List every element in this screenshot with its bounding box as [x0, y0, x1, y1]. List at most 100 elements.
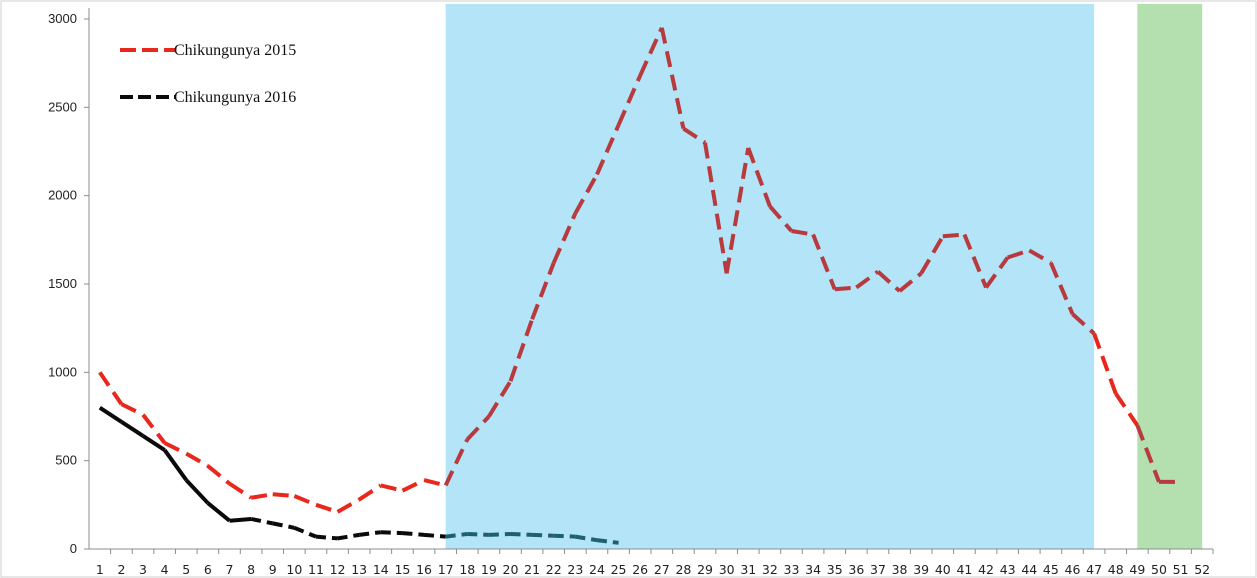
series-1-segment [811, 233, 837, 291]
series-1-segment [984, 256, 1010, 289]
series-2-segment [184, 478, 210, 505]
x-tick-label: 39 [913, 562, 929, 577]
series-1-segment [898, 271, 923, 293]
series-1-segment [443, 438, 470, 487]
x-tick-label: 26 [632, 562, 648, 577]
x-tick-label: 32 [762, 562, 778, 577]
series-1-segment [141, 413, 167, 445]
x-tick-label: 29 [697, 562, 713, 577]
series-1-segment [703, 142, 729, 274]
x-tick-label: 47 [1086, 562, 1102, 577]
series-1-segment [834, 285, 857, 292]
series-1-segment [508, 318, 535, 382]
x-tick-label: 46 [1065, 562, 1081, 577]
x-tick-label: 31 [740, 562, 756, 577]
x-tick-label: 24 [589, 562, 605, 577]
series-1-segment [573, 173, 599, 215]
series-1-segment [185, 451, 209, 468]
series-1-segment [595, 124, 621, 176]
series-2-segment [596, 538, 619, 545]
x-tick-label: 42 [978, 562, 994, 577]
series-1-segment [1071, 312, 1096, 335]
x-tick-label: 28 [675, 562, 691, 577]
x-tick-label: 48 [1108, 562, 1124, 577]
series-1-segment [206, 464, 231, 486]
x-tick-label: 8 [247, 562, 255, 577]
series-1-segment [1007, 248, 1030, 260]
series-2-segment [163, 448, 188, 482]
x-tick-label: 4 [161, 562, 169, 577]
x-tick-label: 25 [611, 562, 627, 577]
series-1-segment [336, 497, 361, 514]
y-tick-label: 3000 [48, 11, 77, 26]
x-tick-label: 45 [1043, 562, 1059, 577]
series-1-segment [746, 147, 772, 207]
series-1-segment [120, 402, 144, 417]
x-tick-label: 40 [935, 562, 951, 577]
x-tick-label: 1 [96, 562, 104, 577]
legend-label-2015: Chikungunya 2015 [174, 42, 296, 59]
series-2-segment [510, 531, 533, 537]
x-tick-label: 49 [1129, 562, 1145, 577]
series-lines [98, 27, 1181, 545]
series-2-segment [229, 516, 252, 523]
x-tick-label: 3 [139, 562, 147, 577]
legend-label-2016: Chikungunya 2016 [174, 89, 296, 106]
series-2-segment [358, 530, 382, 537]
x-tick-label: 34 [805, 562, 821, 577]
x-tick-label: 14 [373, 562, 389, 577]
x-tick-label: 12 [330, 562, 346, 577]
series-1-segment [228, 481, 253, 500]
series-1-segment [682, 126, 707, 145]
series-2-segment [553, 533, 576, 539]
series-1-segment [876, 270, 901, 293]
series-1-segment [315, 502, 339, 514]
x-tick-label: 52 [1194, 562, 1210, 577]
x-tick-label: 9 [269, 562, 277, 577]
series-1-segment [487, 380, 513, 418]
series-2-segment [293, 525, 317, 539]
y-tick-label: 1500 [48, 276, 77, 291]
series-1-segment [250, 492, 274, 500]
series-2-segment [337, 532, 360, 541]
series-1-segment [942, 232, 965, 239]
series-1-segment [358, 483, 382, 502]
x-tick-label: 20 [503, 562, 519, 577]
series-1-segment [272, 492, 295, 498]
series-1-segment [1092, 332, 1118, 395]
series-2-segment [575, 534, 598, 543]
legend: Chikungunya 2015 Chikungunya 2016 [120, 42, 296, 106]
series-1-segment [423, 478, 447, 488]
y-tick-label: 2000 [48, 188, 77, 203]
shaded-regions [445, 4, 1203, 549]
shaded-region-2 [1137, 4, 1203, 549]
series-1-segment [380, 483, 403, 493]
x-tick-label: 13 [351, 562, 367, 577]
x-tick-label: 30 [719, 562, 735, 577]
series-2-segment [467, 531, 489, 537]
x-tick-label: 6 [204, 562, 212, 577]
series-2-segment [98, 405, 123, 424]
series-1-segment [1049, 262, 1075, 315]
series-1-segment [962, 233, 988, 289]
series-1-segment [530, 262, 556, 321]
series-1-segment [616, 74, 643, 126]
series-1-segment [1028, 248, 1052, 265]
x-tick-label: 23 [567, 562, 583, 577]
series-1-segment [551, 212, 578, 264]
x-tick-label: 50 [1151, 562, 1167, 577]
series-1-segment [98, 371, 124, 406]
x-tick-label: 27 [654, 562, 670, 577]
series-2-segment [272, 521, 295, 530]
series-1-segment [465, 415, 491, 441]
x-tick-label: 38 [892, 562, 908, 577]
x-tick-label: 16 [416, 562, 432, 577]
x-tick-label: 18 [459, 562, 475, 577]
x-tick-label: 19 [481, 562, 497, 577]
x-tick-label: 43 [1000, 562, 1016, 577]
